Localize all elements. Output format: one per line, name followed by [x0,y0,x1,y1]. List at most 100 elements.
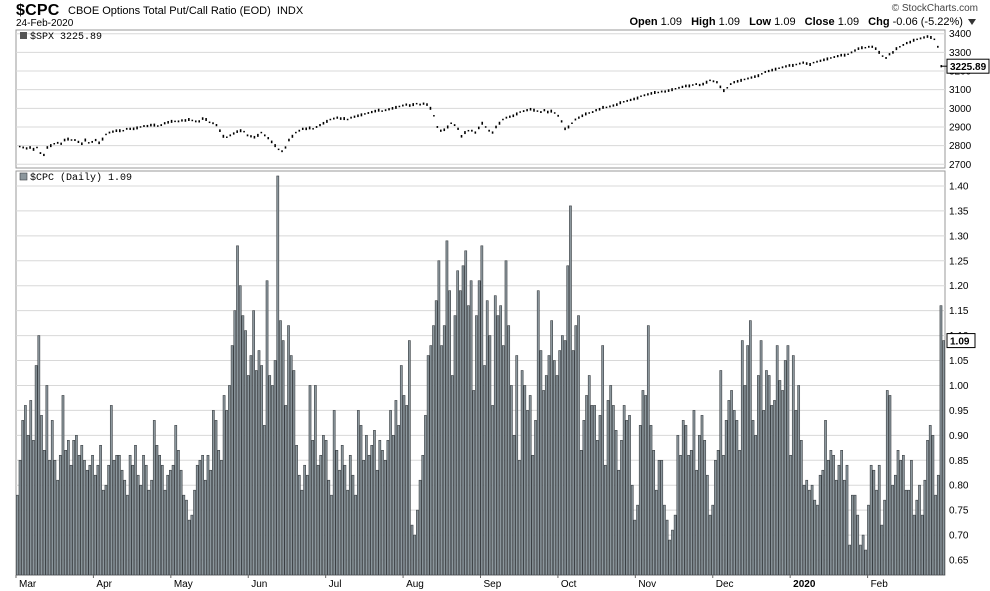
ratio-bar [716,450,720,576]
ratio-bar [679,454,682,576]
ratio-bar [558,350,562,576]
ratio-bar [305,474,309,576]
ratio-bar [730,390,733,576]
ratio-bar [346,489,349,576]
ratio-bar [241,315,245,576]
ratio-bar [808,489,811,576]
ratio-bar [477,280,481,576]
ratio-bar [230,345,234,576]
ratio-bar [386,440,390,576]
ratio-bar [657,459,661,576]
ratio-bar [641,390,645,576]
ratio-bar [853,494,857,576]
ratio-bar [770,405,774,576]
ratio-bar [375,469,379,576]
ratio-y-tick: 1.00 [949,381,969,392]
ratio-bar [523,385,527,576]
ratio-bar [625,420,629,576]
ratio-bar [222,395,226,576]
ratio-bar [24,405,27,576]
ratio-bar [311,440,315,576]
ratio-bar [359,425,363,576]
ratio-bar [802,484,806,576]
dropdown-arrow-icon[interactable] [968,19,976,26]
ratio-bar [101,489,105,576]
ratio-bar [555,375,559,576]
ratio-bar [912,514,916,576]
ratio-bar [797,385,801,576]
ratio-bar [587,375,591,576]
ratio-bar [26,435,30,576]
ratio-y-tick: 0.65 [949,556,969,567]
ratio-bar [228,385,231,576]
ratio-bar [64,450,68,576]
ratio-bar [413,534,417,576]
ratio-bar [279,320,282,576]
ratio-bar [209,469,213,576]
ratio-bar [131,464,135,576]
ratio-bar [518,459,521,576]
ratio-bar [899,459,903,576]
ratio-bar [434,300,438,576]
ratio-bar [45,385,49,576]
ratio-bar [593,405,596,576]
ratio-bar [391,435,395,576]
ratio-bar [217,450,221,576]
ratio-bar [402,395,406,576]
ratio-bar [292,370,296,576]
ratio-bar [810,484,814,576]
ratio-bar [295,445,298,576]
ratio-bar [405,405,409,576]
price-last-value-label: 3225.89 [946,58,990,74]
ratio-bar [29,400,33,576]
ratio-bar [142,454,145,576]
ratio-bar [488,335,492,576]
price-y-tick: 2800 [949,141,972,152]
ratio-last-value-box [946,333,976,349]
ratio-bar [80,445,84,576]
ratio-bar [547,355,551,576]
ratio-bar [169,469,172,576]
ratio-bar [708,514,712,576]
ratio-bar [174,425,178,576]
ratio-bar [775,345,779,576]
chart-header: $CPC CBOE Options Total Put/Call Ratio (… [0,0,990,30]
ratio-bar [800,440,803,576]
ratio-bar [848,544,852,576]
ratio-bar [856,514,860,576]
ratio-bar [491,405,494,576]
ratio-bar [254,370,258,576]
ratio-bar [233,310,237,576]
ratio-y-tick: 0.70 [949,531,969,542]
ratio-bar [67,440,70,576]
ratio-bar [512,435,516,576]
x-axis-label: Mar [19,579,37,590]
ratio-bar [612,405,615,576]
ratio-bar [158,454,161,576]
ratio-bar [633,519,637,576]
ratio-bar [461,265,465,576]
ratio-bar [348,454,352,576]
x-axis-label: Dec [716,579,734,590]
price-panel-label: $SPX 3225.89 [20,31,102,43]
ratio-bar [289,355,293,576]
open-value: 1.09 [660,16,683,28]
chg-value: -0.06 (-5.22%) [892,16,963,28]
ratio-bar [676,435,680,576]
ratio-bar [469,280,473,576]
ratio-bar [120,469,124,576]
ratio-bar [692,410,696,576]
ratio-bar [703,440,707,576]
ratio-bar [861,534,865,576]
ratio-bar [606,400,610,576]
ratio-bar [504,260,508,576]
x-axis-label: Nov [638,579,656,590]
ratio-bar [552,360,556,576]
ratio-bar [582,420,586,576]
ratio-bar [544,375,548,576]
ratio-bar [727,400,731,576]
ratio-bar [450,375,454,576]
ratio-bar [604,464,607,576]
ratio-bar [931,435,935,576]
